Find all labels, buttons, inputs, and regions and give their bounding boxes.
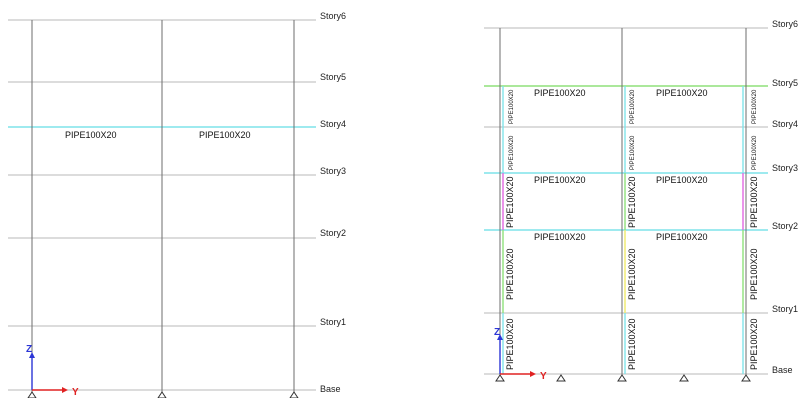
left-axis-triad: Z Y — [26, 344, 79, 398]
right-story5-label: Story5 — [772, 78, 798, 88]
left-story3-label: Story3 — [320, 166, 346, 176]
left-story2-label: Story2 — [320, 228, 346, 238]
right-col-c-label-top2: PIPE100X20 — [752, 135, 758, 170]
left-y-axis-label: Y — [72, 387, 79, 398]
right-z-axis-label: Z — [494, 327, 500, 338]
left-beam-label-1: PIPE100X20 — [65, 130, 117, 140]
left-z-axis-label: Z — [26, 344, 32, 355]
right-col-a-label-base: PIPE100X20 — [505, 318, 515, 370]
left-support-icon-b — [157, 391, 167, 398]
left-story6-label: Story6 — [320, 11, 346, 21]
right-elevation: Story6 Story5 Story4 Story3 Story2 Story… — [484, 19, 798, 382]
right-beam-label-s2-2: PIPE100X20 — [656, 232, 708, 242]
left-support-icon-c — [289, 391, 299, 398]
right-story4-label: Story4 — [772, 119, 798, 129]
right-col-a-label-top2: PIPE100X20 — [509, 135, 515, 170]
right-col-c-label-lower: PIPE100X20 — [749, 248, 759, 300]
left-story1-label: Story1 — [320, 317, 346, 327]
right-y-arrow-icon — [530, 371, 536, 377]
right-beam-label-s3-2: PIPE100X20 — [656, 175, 708, 185]
left-story5-label: Story5 — [320, 72, 346, 82]
right-col-b-label-top: PIPE100X20 — [630, 89, 636, 124]
right-z-arrow-icon — [497, 334, 503, 340]
right-story3-label: Story3 — [772, 163, 798, 173]
right-beam-label-s2-1: PIPE100X20 — [534, 232, 586, 242]
right-support-icon-b — [617, 374, 627, 382]
right-col-b-label-base: PIPE100X20 — [627, 318, 637, 370]
right-base-label: Base — [772, 365, 793, 375]
right-story6-label: Story6 — [772, 19, 798, 29]
right-support-icon-a — [495, 374, 505, 382]
right-story2-label: Story2 — [772, 221, 798, 231]
right-beam-label-s3-1: PIPE100X20 — [534, 175, 586, 185]
left-elevation: Story6 Story5 Story4 Story3 Story2 Story… — [8, 11, 346, 398]
right-beam-label-s5-1: PIPE100X20 — [534, 88, 586, 98]
right-col-a-label-mid: PIPE100X20 — [505, 176, 515, 228]
right-col-c-label-mid: PIPE100X20 — [749, 176, 759, 228]
right-col-c-label-base: PIPE100X20 — [749, 318, 759, 370]
right-support-icon-bc — [679, 374, 689, 382]
right-beam-label-s5-2: PIPE100X20 — [656, 88, 708, 98]
left-y-arrow-icon — [62, 387, 68, 393]
right-y-axis-label: Y — [540, 371, 547, 382]
right-col-a-label-top: PIPE100X20 — [509, 89, 515, 124]
right-story1-label: Story1 — [772, 304, 798, 314]
right-col-b-label-lower: PIPE100X20 — [627, 248, 637, 300]
left-support-icon-a — [27, 391, 37, 398]
left-z-arrow-icon — [29, 352, 35, 358]
right-support-icon-ab — [556, 374, 566, 382]
right-col-b-label-mid: PIPE100X20 — [627, 176, 637, 228]
right-col-b-label-top2: PIPE100X20 — [630, 135, 636, 170]
right-col-c-label-top: PIPE100X20 — [752, 89, 758, 124]
left-base-label: Base — [320, 384, 341, 394]
right-col-a-label-lower: PIPE100X20 — [505, 248, 515, 300]
left-beam-label-2: PIPE100X20 — [199, 130, 251, 140]
right-support-icon-c — [741, 374, 751, 382]
left-story4-label: Story4 — [320, 119, 346, 129]
right-axis-triad: Z Y — [494, 327, 547, 382]
